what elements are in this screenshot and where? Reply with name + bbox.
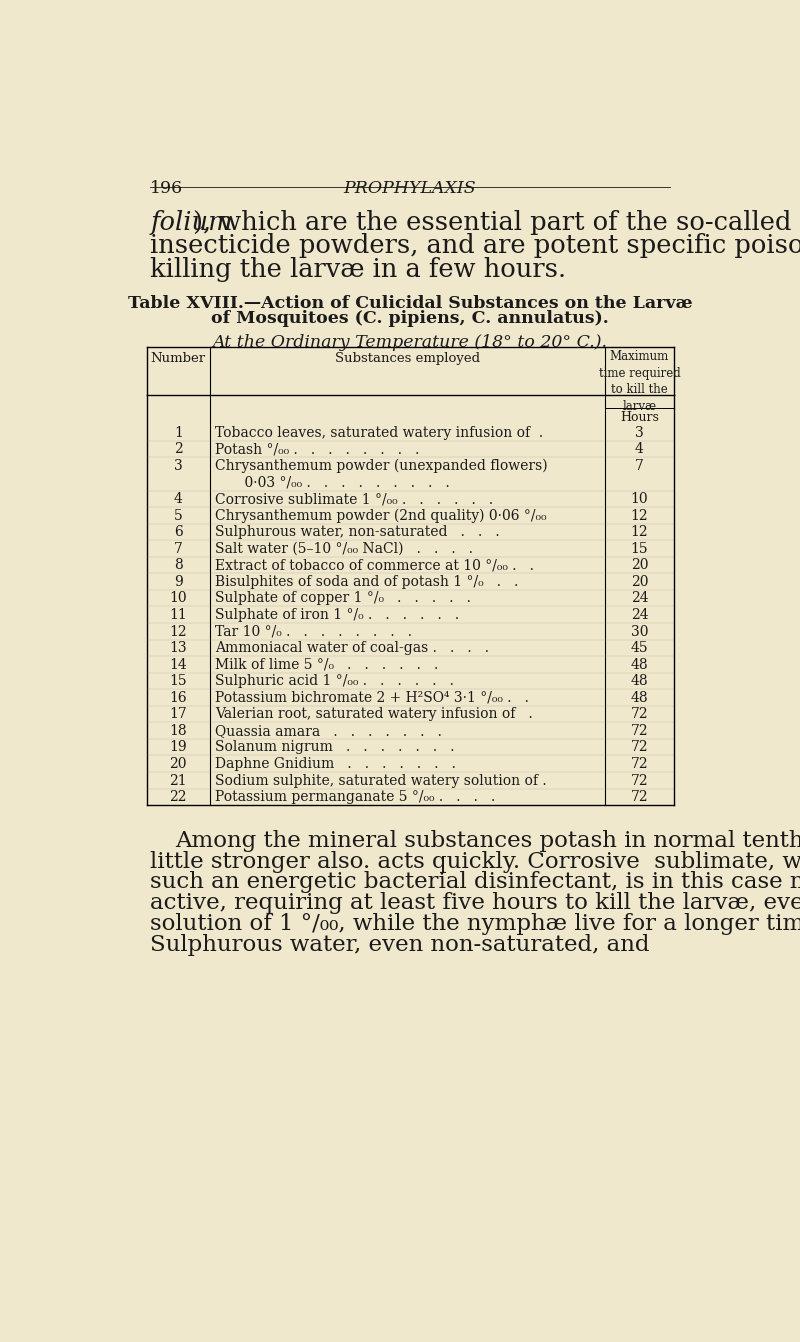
Text: 4: 4 xyxy=(635,443,644,456)
Text: Sodium sulphite, saturated watery solution of .: Sodium sulphite, saturated watery soluti… xyxy=(215,773,547,788)
Text: Maximum
time required
to kill the
larvæ: Maximum time required to kill the larvæ xyxy=(598,350,680,413)
Text: Among the mineral substances potash in normal tenth solution or a: Among the mineral substances potash in n… xyxy=(175,829,800,852)
Text: Daphne Gnidium   .   .   .   .   .   .   .: Daphne Gnidium . . . . . . . xyxy=(215,757,456,772)
Text: 22: 22 xyxy=(170,790,187,804)
Text: 4: 4 xyxy=(174,493,182,506)
Text: of Mosquitoes (C. pipiens, C. annulatus).: of Mosquitoes (C. pipiens, C. annulatus)… xyxy=(211,310,609,327)
Text: 16: 16 xyxy=(170,691,187,705)
Text: Corrosive sublimate 1 °/₀₀ .   .   .   .   .   .: Corrosive sublimate 1 °/₀₀ . . . . . . xyxy=(215,493,494,506)
Text: 10: 10 xyxy=(630,493,648,506)
Text: 15: 15 xyxy=(630,542,648,556)
Text: At the Ordinary Temperature (18° to 20° C.).: At the Ordinary Temperature (18° to 20° … xyxy=(213,334,607,350)
Text: 10: 10 xyxy=(170,592,187,605)
Text: 13: 13 xyxy=(170,641,187,655)
Text: Chrysanthemum powder (unexpanded flowers): Chrysanthemum powder (unexpanded flowers… xyxy=(215,459,548,474)
Text: such an energetic bacterial disinfectant, is in this case not very: such an energetic bacterial disinfectant… xyxy=(150,871,800,894)
Text: Solanum nigrum   .   .   .   .   .   .   .: Solanum nigrum . . . . . . . xyxy=(215,741,455,754)
Text: 12: 12 xyxy=(170,624,187,639)
Text: 72: 72 xyxy=(630,741,648,754)
Text: 196: 196 xyxy=(150,180,183,196)
Text: Ammoniacal water of coal-gas .   .   .   .: Ammoniacal water of coal-gas . . . . xyxy=(215,641,490,655)
Text: 8: 8 xyxy=(174,558,182,572)
Text: Quassia amara   .   .   .   .   .   .   .: Quassia amara . . . . . . . xyxy=(215,723,442,738)
Text: 2: 2 xyxy=(174,443,182,456)
Text: Hours: Hours xyxy=(620,411,659,424)
Text: Potassium bichromate 2 + H²SO⁴ 3·1 °/₀₀ .   .: Potassium bichromate 2 + H²SO⁴ 3·1 °/₀₀ … xyxy=(215,691,530,705)
Text: insecticide powders, and are potent specific poisons,: insecticide powders, and are potent spec… xyxy=(150,234,800,259)
Text: Bisulphites of soda and of potash 1 °/₀   .   .: Bisulphites of soda and of potash 1 °/₀ … xyxy=(215,574,519,589)
Text: 20: 20 xyxy=(630,558,648,572)
Text: 72: 72 xyxy=(630,723,648,738)
Text: folium: folium xyxy=(150,211,233,235)
Text: 20: 20 xyxy=(630,574,648,589)
Text: 12: 12 xyxy=(630,525,648,539)
Text: 14: 14 xyxy=(170,658,187,672)
Text: ), which are the essential part of the so-called: ), which are the essential part of the s… xyxy=(193,211,791,235)
Text: Valerian root, saturated watery infusion of   .: Valerian root, saturated watery infusion… xyxy=(215,707,534,722)
Text: PROPHYLAXIS: PROPHYLAXIS xyxy=(344,180,476,196)
Text: 20: 20 xyxy=(170,757,187,772)
Text: Table XVIII.—Action of Culicidal Substances on the Larvæ: Table XVIII.—Action of Culicidal Substan… xyxy=(128,295,692,313)
Text: active, requiring at least five hours to kill the larvæ, even in a: active, requiring at least five hours to… xyxy=(150,892,800,914)
Text: 15: 15 xyxy=(170,674,187,688)
Text: 17: 17 xyxy=(170,707,187,722)
Text: Sulphurous water, even non-saturated, and: Sulphurous water, even non-saturated, an… xyxy=(150,934,650,956)
Text: 45: 45 xyxy=(630,641,648,655)
Text: Potassium permanganate 5 °/₀₀ .   .   .   .: Potassium permanganate 5 °/₀₀ . . . . xyxy=(215,790,496,804)
Text: Potash °/₀₀ .   .   .   .   .   .   .   .: Potash °/₀₀ . . . . . . . . xyxy=(215,443,420,456)
Text: 0·03 °/₀₀ .   .   .   .   .   .   .   .   .: 0·03 °/₀₀ . . . . . . . . . xyxy=(227,475,450,490)
Text: little stronger also. acts quickly. Corrosive  sublimate, which is: little stronger also. acts quickly. Corr… xyxy=(150,851,800,872)
Text: 24: 24 xyxy=(630,608,648,623)
Text: Sulphurous water, non-saturated   .   .   .: Sulphurous water, non-saturated . . . xyxy=(215,525,500,539)
Text: 12: 12 xyxy=(630,509,648,522)
Text: 48: 48 xyxy=(630,674,648,688)
Text: Sulphate of iron 1 °/₀ .   .   .   .   .   .: Sulphate of iron 1 °/₀ . . . . . . xyxy=(215,608,459,623)
Text: killing the larvæ in a few hours.: killing the larvæ in a few hours. xyxy=(150,256,566,282)
Text: Milk of lime 5 °/₀   .   .   .   .   .   .: Milk of lime 5 °/₀ . . . . . . xyxy=(215,658,438,672)
Text: 3: 3 xyxy=(174,459,182,472)
Text: 24: 24 xyxy=(630,592,648,605)
Text: 19: 19 xyxy=(170,741,187,754)
Text: 7: 7 xyxy=(635,459,644,472)
Text: 6: 6 xyxy=(174,525,182,539)
Text: 48: 48 xyxy=(630,658,648,672)
Text: 72: 72 xyxy=(630,707,648,722)
Text: 7: 7 xyxy=(174,542,182,556)
Text: 1: 1 xyxy=(174,425,182,440)
Text: 3: 3 xyxy=(635,425,644,440)
Text: 5: 5 xyxy=(174,509,182,522)
Text: Extract of tobacco of commerce at 10 °/₀₀ .   .: Extract of tobacco of commerce at 10 °/₀… xyxy=(215,558,534,572)
Text: Substances employed: Substances employed xyxy=(335,352,480,365)
Text: 18: 18 xyxy=(170,723,187,738)
Text: 11: 11 xyxy=(170,608,187,623)
Text: Number: Number xyxy=(150,352,206,365)
Text: Salt water (5–10 °/₀₀ NaCl)   .   .   .   .: Salt water (5–10 °/₀₀ NaCl) . . . . xyxy=(215,542,474,556)
Text: Sulphuric acid 1 °/₀₀ .   .   .   .   .   .: Sulphuric acid 1 °/₀₀ . . . . . . xyxy=(215,674,454,688)
Text: solution of 1 °/₀₀, while the nymphæ live for a longer time.: solution of 1 °/₀₀, while the nymphæ liv… xyxy=(150,913,800,935)
Text: Tar 10 °/₀ .   .   .   .   .   .   .   .: Tar 10 °/₀ . . . . . . . . xyxy=(215,624,413,639)
Text: 30: 30 xyxy=(630,624,648,639)
Text: 72: 72 xyxy=(630,757,648,772)
Text: Chrysanthemum powder (2nd quality) 0·06 °/₀₀: Chrysanthemum powder (2nd quality) 0·06 … xyxy=(215,509,547,523)
Text: 72: 72 xyxy=(630,790,648,804)
Text: Sulphate of copper 1 °/₀   .   .   .   .   .: Sulphate of copper 1 °/₀ . . . . . xyxy=(215,592,471,605)
Text: 9: 9 xyxy=(174,574,182,589)
Text: Tobacco leaves, saturated watery infusion of  .: Tobacco leaves, saturated watery infusio… xyxy=(215,425,544,440)
Text: 21: 21 xyxy=(170,773,187,788)
Text: 48: 48 xyxy=(630,691,648,705)
Text: 72: 72 xyxy=(630,773,648,788)
